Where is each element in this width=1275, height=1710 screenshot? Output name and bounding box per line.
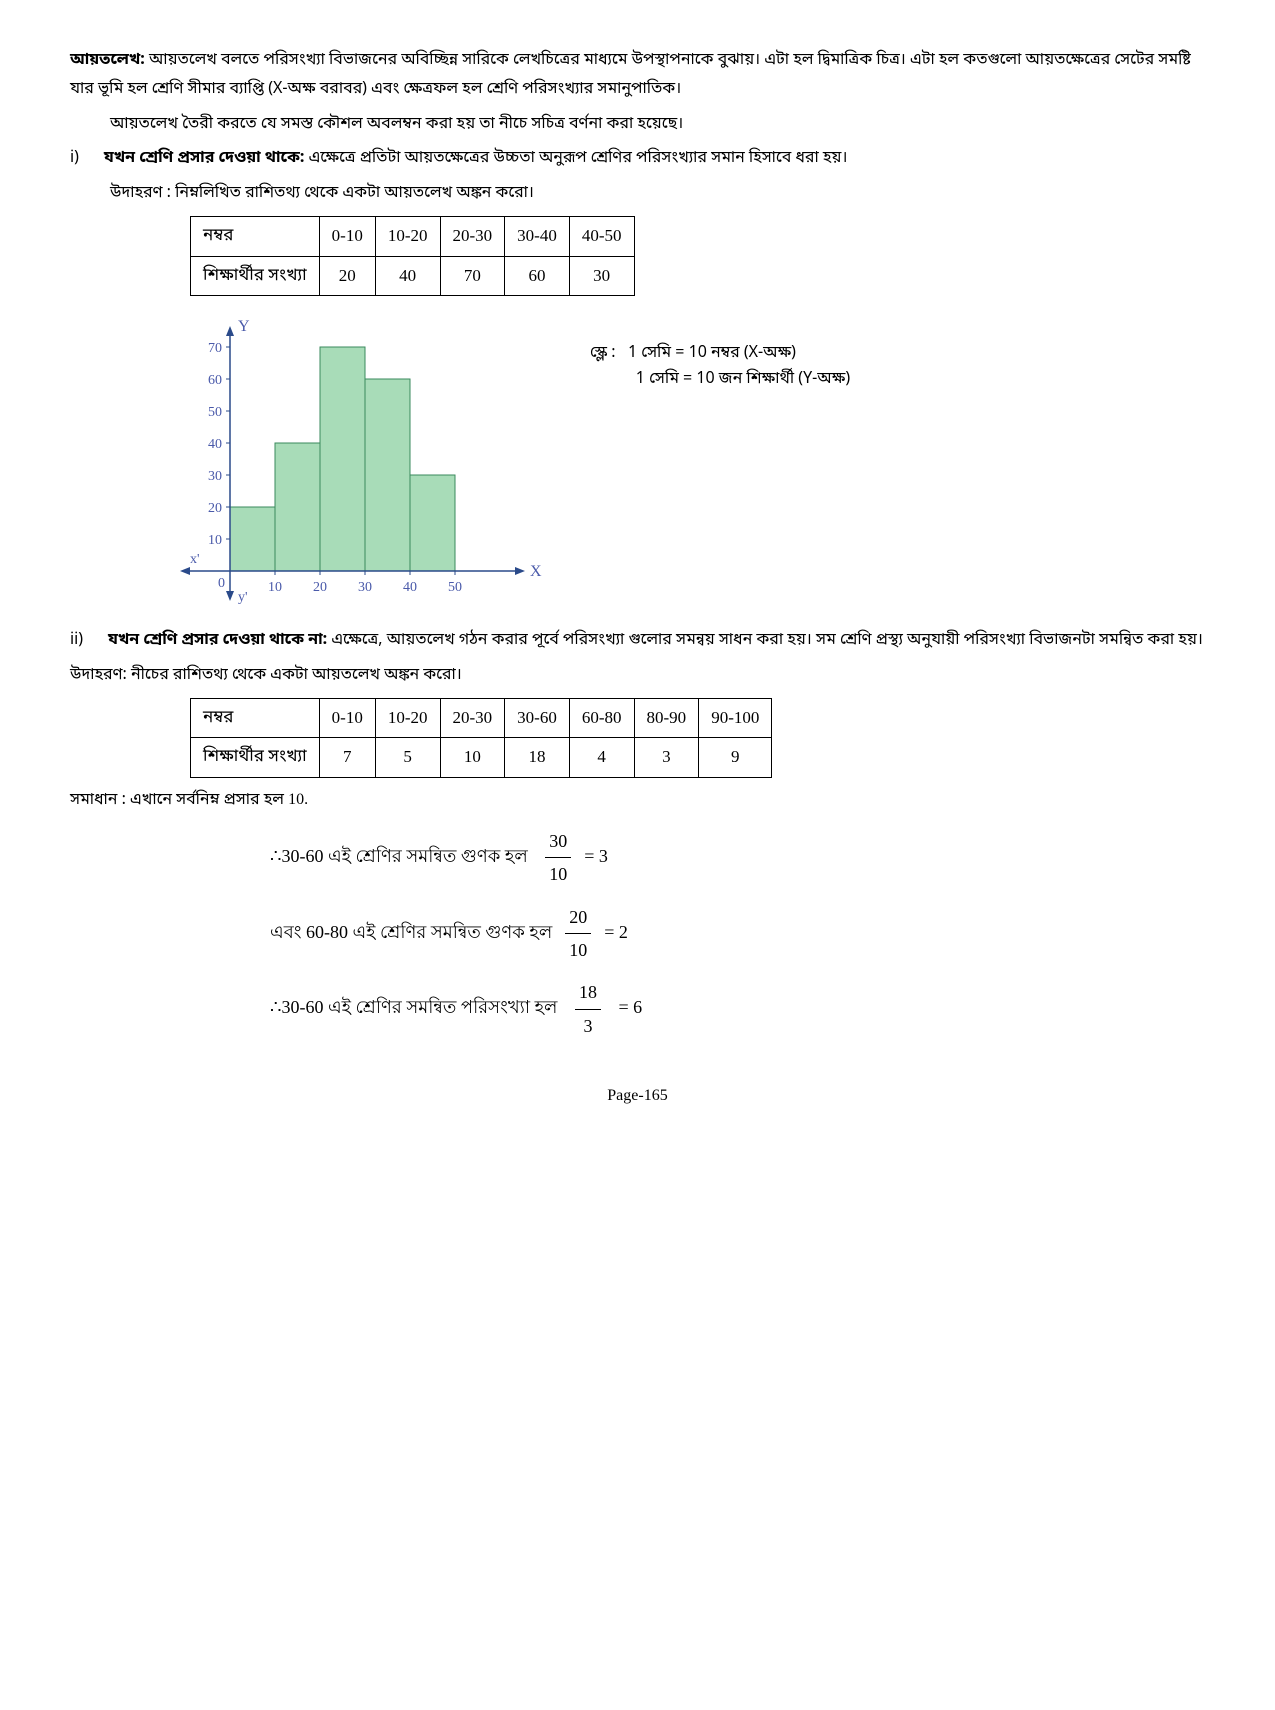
histogram-chart: 10 20 30 40 50 60 70 10 20 30 40 50 Y Xx' y' 0 [170,311,550,611]
th: 10-20 [375,698,440,738]
item-ii: ii) যখন শ্রেণি প্রসার দেওয়া থাকে না: এক… [70,626,1205,655]
equation-3: ∴30-60 এই শ্রেণির সমন্বিত পরিসংখ্যা হল 1… [270,976,1205,1042]
eq2-result: = 2 [604,922,628,942]
td: 30 [569,256,634,296]
td: 5 [375,738,440,778]
th-label: নম্বর [191,698,320,738]
td: 3 [634,738,699,778]
scale-text: স্কেল : 1 সেমি = 10 নম্বর (X-অক্ষ) 1 সেম… [590,341,850,392]
th: 40-50 [569,216,634,256]
item-i: i) যখন শ্রেণি প্রসার দেওয়া থাকে: এক্ষেত… [70,144,1205,173]
th: 0-10 [319,698,375,738]
svg-text:40: 40 [403,580,417,595]
denominator: 10 [565,934,591,966]
eq3-result: = 6 [618,997,642,1017]
para1-heading: আয়তলেখ: [70,49,145,71]
svg-text:20: 20 [313,580,327,595]
solution-line: সমাধান : এখানে সর্বনিম্ন প্রসার হল 10. [70,786,1205,815]
scale-line2: 1 সেমি = 10 জন শিক্ষার্থী (Y-অক্ষ) [636,368,850,390]
th: 80-90 [634,698,699,738]
td: 4 [569,738,634,778]
solution-val: 10. [288,791,308,808]
svg-text:50: 50 [208,405,222,420]
item-ii-heading: যখন শ্রেণি প্রসার দেওয়া থাকে না: [108,629,327,651]
td-label: শিক্ষার্থীর সংখ্যা [191,256,320,296]
numerator: 30 [545,825,571,858]
svg-text:10: 10 [208,533,222,548]
para2: আয়তলেখ তৈরী করতে যে সমস্ত কৌশল অবলম্বন … [110,110,1205,139]
eq1-result: = 3 [584,846,608,866]
svg-text:x': x' [190,552,200,567]
table2: নম্বর 0-10 10-20 20-30 30-60 60-80 80-90… [190,698,772,778]
td: 10 [440,738,505,778]
fraction: 18 3 [575,976,601,1042]
item-i-heading: যখন শ্রেণি প্রসার দেওয়া থাকে: [104,147,305,169]
svg-text:30: 30 [208,469,222,484]
denominator: 10 [545,858,571,890]
svg-text:0: 0 [218,576,225,591]
td: 40 [375,256,440,296]
numerator: 20 [565,901,591,934]
svg-text:X: X [530,563,542,580]
denominator: 3 [575,1010,601,1042]
td-label: শিক্ষার্থীর সংখ্যা [191,738,320,778]
histogram-svg: 10 20 30 40 50 60 70 10 20 30 40 50 Y Xx' y' 0 [170,311,550,611]
item-ii-label: ii) [70,629,83,651]
svg-text:20: 20 [208,501,222,516]
eq3-prefix: ∴30-60 এই শ্রেণির সমন্বিত পরিসংখ্যা হল [270,997,557,1017]
th: 0-10 [319,216,375,256]
eq2-prefix: এবং 60-80 এই শ্রেণির সমন্বিত গুণক হল [270,922,552,942]
th: 90-100 [699,698,772,738]
para1: আয়তলেখ: আয়তলেখ বলতে পরিসংখ্যা বিভাজনের… [70,46,1205,104]
equation-2: এবং 60-80 এই শ্রেণির সমন্বিত গুণক হল 20 … [270,901,1205,967]
equation-1: ∴30-60 এই শ্রেণির সমন্বিত গুণক হল 30 10 … [270,825,1205,891]
th: 20-30 [440,216,505,256]
th-label: নম্বর [191,216,320,256]
item-i-label: i) [70,147,79,169]
svg-text:y': y' [238,590,248,605]
numerator: 18 [575,976,601,1009]
table-row: শিক্ষার্থীর সংখ্যা 7 5 10 18 4 3 9 [191,738,772,778]
solution-label: সমাধান : এখানে সর্বনিম্ন প্রসার হল [70,789,288,811]
td: 7 [319,738,375,778]
item-i-text: এক্ষেত্রে প্রতিটা আয়তক্ষেত্রের উচ্চতা অ… [304,147,847,169]
svg-text:Y: Y [238,318,250,335]
svg-text:70: 70 [208,341,222,356]
th: 60-80 [569,698,634,738]
td: 18 [505,738,570,778]
td: 20 [319,256,375,296]
example1-label: উদাহরণ : নিম্নলিখিত রাশিতথ্য থেকে একটা আ… [110,179,1205,208]
scale-label: স্কেল : [590,342,616,364]
table-row: নম্বর 0-10 10-20 20-30 30-40 40-50 [191,216,635,256]
th: 10-20 [375,216,440,256]
scale-line1: 1 সেমি = 10 নম্বর (X-অক্ষ) [628,342,796,364]
item-ii-text: এক্ষেত্রে, আয়তলেখ গঠন করার পূর্বে পরিসং… [327,629,1203,651]
svg-text:30: 30 [358,580,372,595]
table-row: নম্বর 0-10 10-20 20-30 30-60 60-80 80-90… [191,698,772,738]
th: 30-40 [505,216,570,256]
td: 9 [699,738,772,778]
svg-text:60: 60 [208,373,222,388]
td: 70 [440,256,505,296]
page-number: Page-165 [70,1082,1205,1111]
para1-text: আয়তলেখ বলতে পরিসংখ্যা বিভাজনের অবিচ্ছিন… [70,49,1191,100]
th: 20-30 [440,698,505,738]
table-row: শিক্ষার্থীর সংখ্যা 20 40 70 60 30 [191,256,635,296]
th: 30-60 [505,698,570,738]
eq1-prefix: ∴30-60 এই শ্রেণির সমন্বিত গুণক হল [270,846,528,866]
svg-text:10: 10 [268,580,282,595]
example2-label: উদাহরণ: নীচের রাশিতথ্য থেকে একটা আয়তলেখ… [70,661,1205,690]
table1: নম্বর 0-10 10-20 20-30 30-40 40-50 শিক্ষ… [190,216,635,296]
fraction: 30 10 [545,825,571,891]
chart-section: 10 20 30 40 50 60 70 10 20 30 40 50 Y Xx' y' 0 স্কেল : … [170,311,1205,611]
svg-text:50: 50 [448,580,462,595]
fraction: 20 10 [565,901,591,967]
td: 60 [505,256,570,296]
svg-text:40: 40 [208,437,222,452]
